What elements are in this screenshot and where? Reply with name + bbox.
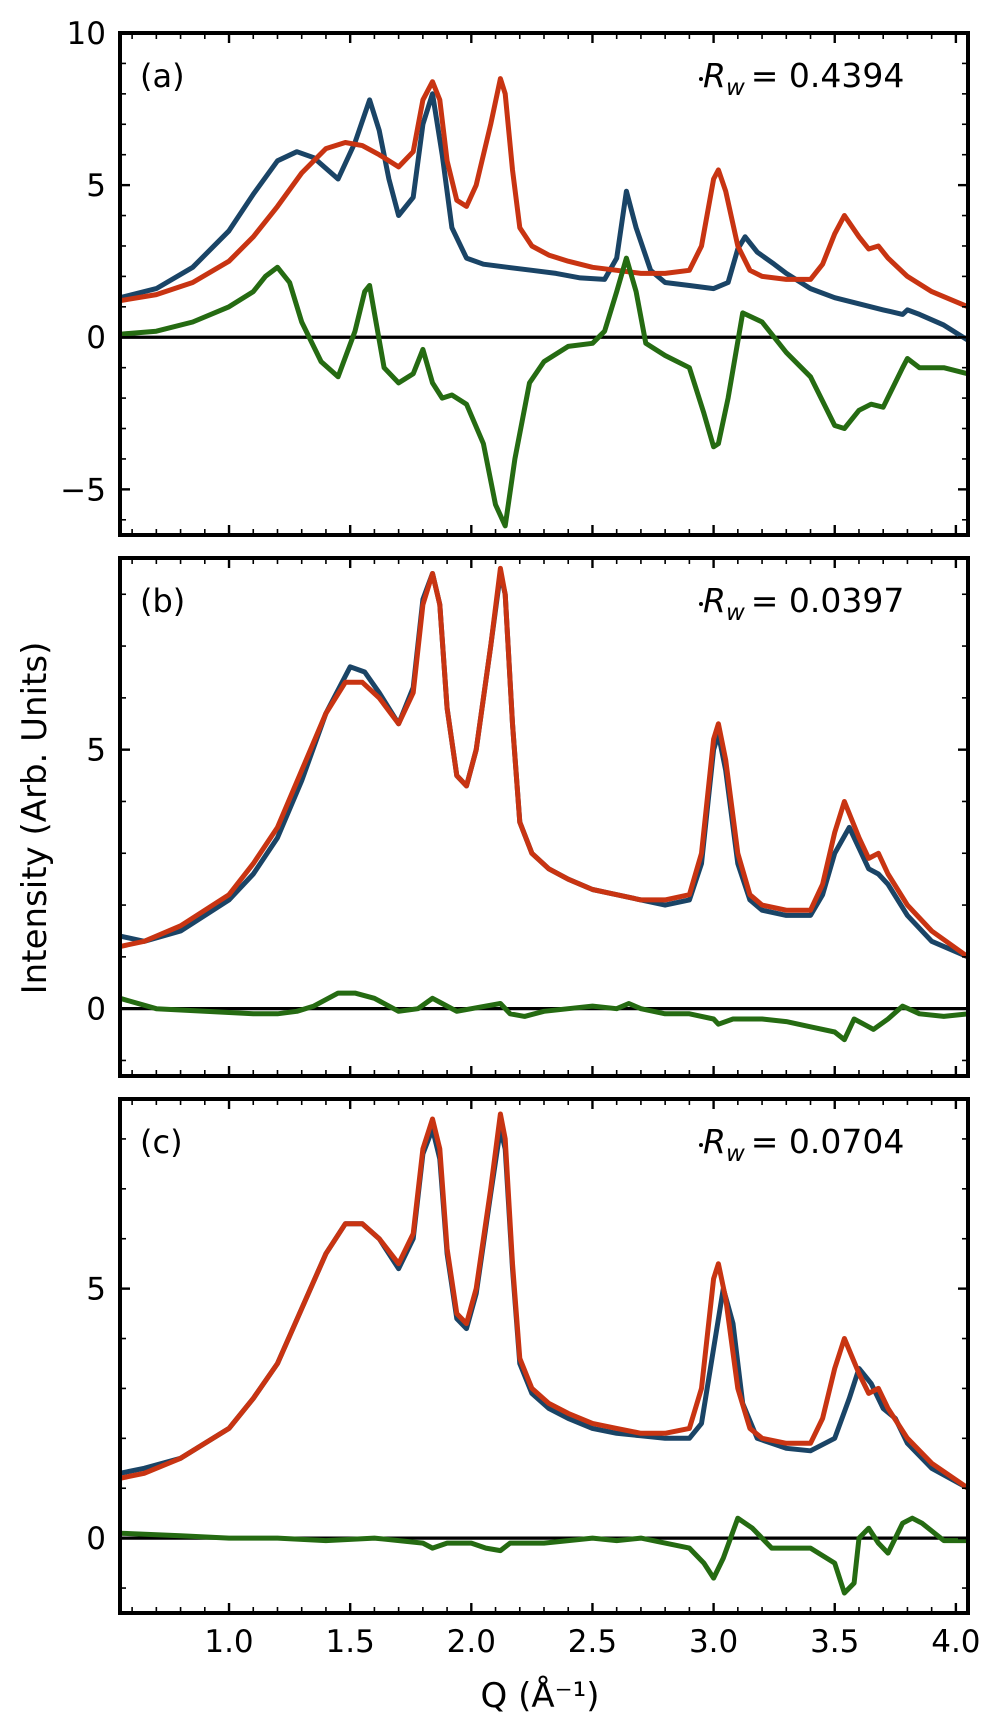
x-tick-label: 3.0	[689, 1624, 738, 1660]
panel-frame-a	[118, 31, 970, 537]
panel-frame-c	[118, 1097, 970, 1615]
panel-a: −5 0 5 10 (a) Rw = 0.4394	[60, 16, 970, 537]
x-tick-label: 1.0	[204, 1624, 253, 1660]
rw-value-a: = 0.4394	[751, 56, 905, 95]
series-observed-line-a	[120, 91, 968, 343]
x-tick-label: 3.5	[810, 1624, 859, 1660]
panel-b: 0 5 (b) Rw = 0.0397	[86, 556, 970, 1078]
x-tick-label: 4.0	[931, 1624, 980, 1660]
y-tick-label-a: 0	[86, 320, 106, 356]
series-group-b	[120, 565, 968, 1043]
y-tick-label-a: 10	[67, 16, 106, 52]
y-axis-label: Intensity (Arb. Units)	[15, 642, 55, 995]
rw-subscript-b: w	[726, 600, 745, 626]
x-tick-label: 2.5	[568, 1624, 617, 1660]
rw-subscript-c: w	[726, 1141, 745, 1167]
rw-value-b: = 0.0397	[751, 581, 905, 620]
series-group-a	[120, 76, 968, 529]
rw-marker-dot-b	[699, 602, 703, 606]
rw-label-c: Rw = 0.0704	[703, 1122, 904, 1167]
x-axis-label: Q (Å⁻¹)	[481, 1675, 600, 1716]
x-tick-label: 2.0	[447, 1624, 496, 1660]
series-difference-line-c	[120, 1515, 968, 1596]
series-group-c	[120, 1111, 968, 1596]
panel-label-b: (b)	[140, 582, 185, 620]
panel-c: 0 5 1.0 1.5 2.0 2.5 3.0 3.5 4.0 (c) Rw = 0.0704	[86, 1097, 981, 1660]
y-tick-label-b: 5	[86, 733, 106, 769]
x-tick-label: 1.5	[326, 1624, 375, 1660]
series-calculated-line-b	[120, 565, 968, 960]
rw-label-b: Rw = 0.0397	[703, 581, 904, 626]
series-calculated-line-c	[120, 1111, 968, 1491]
rw-symbol-c: R	[703, 1122, 726, 1161]
rw-symbol-a: R	[703, 56, 726, 95]
panel-label-a: (a)	[140, 57, 185, 95]
rw-value-c: = 0.0704	[751, 1122, 905, 1161]
rw-subscript-a: w	[726, 75, 745, 101]
rw-symbol-b: R	[703, 581, 726, 620]
y-tick-label-b: 0	[86, 992, 106, 1028]
rw-marker-dot-c	[699, 1143, 703, 1147]
series-calculated-line-a	[120, 76, 968, 310]
series-difference-line-a	[120, 255, 968, 529]
series-difference-line-b	[120, 990, 968, 1043]
y-tick-label-c: 5	[86, 1272, 106, 1308]
panel-frame-b	[118, 556, 970, 1078]
y-tick-label-a: 5	[86, 168, 106, 204]
panel-label-c: (c)	[140, 1123, 183, 1161]
rw-marker-dot-a	[699, 77, 703, 81]
rw-label-a: Rw = 0.4394	[703, 56, 904, 101]
y-tick-label-a: −5	[60, 472, 106, 508]
y-tick-label-c: 0	[86, 1521, 106, 1557]
